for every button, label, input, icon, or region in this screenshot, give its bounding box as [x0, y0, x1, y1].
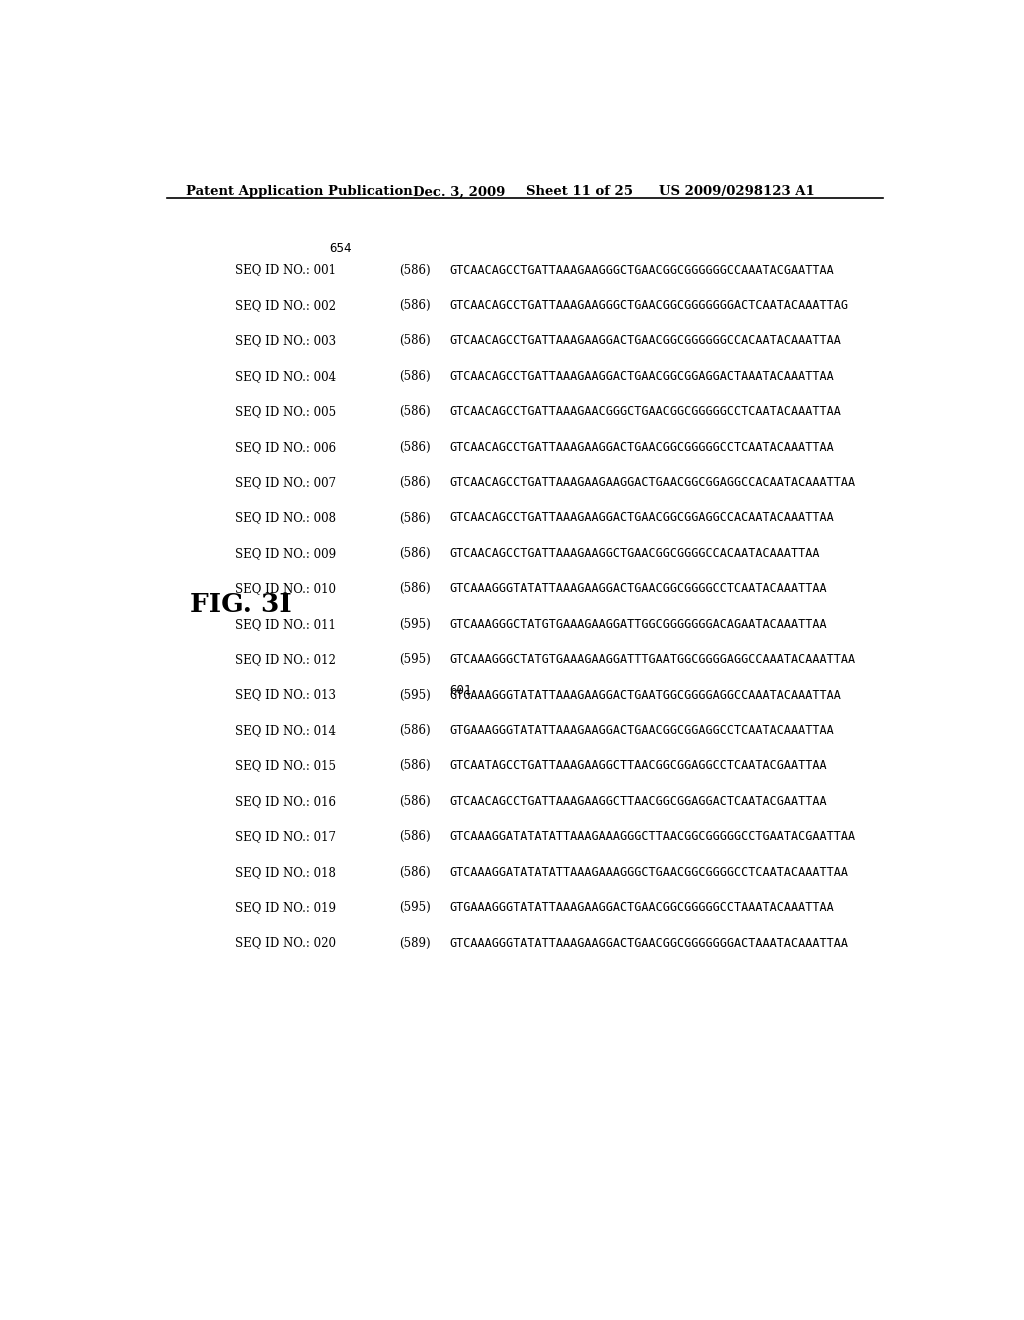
- Text: (595): (595): [399, 689, 431, 702]
- Text: US 2009/0298123 A1: US 2009/0298123 A1: [658, 185, 815, 198]
- Text: SEQ ID NO.: 011: SEQ ID NO.: 011: [234, 618, 336, 631]
- Text: GTCAACAGCCTGATTAAAGAAGGACTGAACGGCGGAGGACTAAATACAAATTAA: GTCAACAGCCTGATTAAAGAAGGACTGAACGGCGGAGGAC…: [450, 370, 835, 383]
- Text: (586): (586): [399, 546, 431, 560]
- Text: (595): (595): [399, 653, 431, 667]
- Text: GTCAACAGCCTGATTAAAGAAGAAGGACTGAACGGCGGAGGCCACAATACAAATTAA: GTCAACAGCCTGATTAAAGAAGAAGGACTGAACGGCGGAG…: [450, 477, 856, 490]
- Text: (586): (586): [399, 723, 431, 737]
- Text: Dec. 3, 2009: Dec. 3, 2009: [414, 185, 506, 198]
- Text: GTCAACAGCCTGATTAAAGAAGGCTTAACGGCGGAGGACTCAATACGAATTAA: GTCAACAGCCTGATTAAAGAAGGCTTAACGGCGGAGGACT…: [450, 795, 827, 808]
- Text: SEQ ID NO.: 012: SEQ ID NO.: 012: [234, 653, 336, 667]
- Text: SEQ ID NO.: 009: SEQ ID NO.: 009: [234, 546, 336, 560]
- Text: GTCAACAGCCTGATTAAAGAAGGCTGAACGGCGGGGCCACAATACAAATTAA: GTCAACAGCCTGATTAAAGAAGGCTGAACGGCGGGGCCAC…: [450, 546, 820, 560]
- Text: GTCAACAGCCTGATTAAAGAAGGACTGAACGGCGGAGGCCACAATACAAATTAA: GTCAACAGCCTGATTAAAGAAGGACTGAACGGCGGAGGCC…: [450, 511, 835, 524]
- Text: SEQ ID NO.: 008: SEQ ID NO.: 008: [234, 511, 336, 524]
- Text: (589): (589): [399, 936, 431, 949]
- Text: (586): (586): [399, 759, 431, 772]
- Text: SEQ ID NO.: 020: SEQ ID NO.: 020: [234, 936, 336, 949]
- Text: GTCAAAGGATATATATTAAAGAAAGGGCTTAACGGCGGGGGCCTGAATACGAATTAA: GTCAAAGGATATATATTAAAGAAAGGGCTTAACGGCGGGG…: [450, 830, 856, 843]
- Text: (586): (586): [399, 477, 431, 490]
- Text: Sheet 11 of 25: Sheet 11 of 25: [525, 185, 633, 198]
- Text: SEQ ID NO.: 002: SEQ ID NO.: 002: [234, 298, 336, 312]
- Text: (595): (595): [399, 902, 431, 915]
- Text: SEQ ID NO.: 006: SEQ ID NO.: 006: [234, 441, 336, 454]
- Text: GTCAAAGGGTATATTAAAGAAGGACTGAACGGCGGGGCCTCAATACAAATTAA: GTCAAAGGGTATATTAAAGAAGGACTGAACGGCGGGGCCT…: [450, 582, 827, 595]
- Text: SEQ ID NO.: 015: SEQ ID NO.: 015: [234, 759, 336, 772]
- Text: (586): (586): [399, 511, 431, 524]
- Text: (586): (586): [399, 582, 431, 595]
- Text: GTCAAAGGATATATATTAAAGAAAGGGCTGAACGGCGGGGCCTCAATACAAATTAA: GTCAAAGGATATATATTAAAGAAAGGGCTGAACGGCGGGG…: [450, 866, 849, 879]
- Text: (586): (586): [399, 370, 431, 383]
- Text: (586): (586): [399, 264, 431, 277]
- Text: SEQ ID NO.: 001: SEQ ID NO.: 001: [234, 264, 336, 277]
- Text: (586): (586): [399, 866, 431, 879]
- Text: SEQ ID NO.: 004: SEQ ID NO.: 004: [234, 370, 336, 383]
- Text: GTCAACAGCCTGATTAAAGAAGGGCTGAACGGCGGGGGGCCAAATACGAATTAA: GTCAACAGCCTGATTAAAGAAGGGCTGAACGGCGGGGGGC…: [450, 264, 835, 277]
- Text: GTGAAAGGGTATATTAAAGAAGGACTGAACGGCGGGGGCCTAAATACAAATTAA: GTGAAAGGGTATATTAAAGAAGGACTGAACGGCGGGGGCC…: [450, 902, 835, 915]
- Text: SEQ ID NO.: 010: SEQ ID NO.: 010: [234, 582, 336, 595]
- Text: GTCAACAGCCTGATTAAAGAAGGGCTGAACGGCGGGGGGGACTCAATACAAATTAG: GTCAACAGCCTGATTAAAGAAGGGCTGAACGGCGGGGGGG…: [450, 298, 849, 312]
- Text: 654: 654: [330, 242, 352, 255]
- Text: GTCAACAGCCTGATTAAAGAAGGACTGAACGGCGGGGGCCTCAATACAAATTAA: GTCAACAGCCTGATTAAAGAAGGACTGAACGGCGGGGGCC…: [450, 441, 835, 454]
- Text: Patent Application Publication: Patent Application Publication: [186, 185, 413, 198]
- Text: (586): (586): [399, 298, 431, 312]
- Text: GTCAATAGCCTGATTAAAGAAGGCTTAACGGCGGAGGCCTCAATACGAATTAA: GTCAATAGCCTGATTAAAGAAGGCTTAACGGCGGAGGCCT…: [450, 759, 827, 772]
- Text: GTCAAAGGGTATATTAAAGAAGGACTGAACGGCGGGGGGGACTAAATACAAATTAA: GTCAAAGGGTATATTAAAGAAGGACTGAACGGCGGGGGGG…: [450, 936, 849, 949]
- Text: SEQ ID NO.: 019: SEQ ID NO.: 019: [234, 902, 336, 915]
- Text: SEQ ID NO.: 013: SEQ ID NO.: 013: [234, 689, 336, 702]
- Text: SEQ ID NO.: 018: SEQ ID NO.: 018: [234, 866, 336, 879]
- Text: GTCAAAGGGCTATGTGAAAGAAGGATTGGCGGGGGGGACAGAATACAAATTAA: GTCAAAGGGCTATGTGAAAGAAGGATTGGCGGGGGGGACA…: [450, 618, 827, 631]
- Text: SEQ ID NO.: 016: SEQ ID NO.: 016: [234, 795, 336, 808]
- Text: (586): (586): [399, 334, 431, 347]
- Text: SEQ ID NO.: 005: SEQ ID NO.: 005: [234, 405, 336, 418]
- Text: (595): (595): [399, 618, 431, 631]
- Text: GTGAAAGGGTATATTAAAGAAGGACTGAACGGCGGAGGCCTCAATACAAATTAA: GTGAAAGGGTATATTAAAGAAGGACTGAACGGCGGAGGCC…: [450, 723, 835, 737]
- Text: (586): (586): [399, 405, 431, 418]
- Text: SEQ ID NO.: 003: SEQ ID NO.: 003: [234, 334, 336, 347]
- Text: (586): (586): [399, 830, 431, 843]
- Text: GTCAAAGGGCTATGTGAAAGAAGGATTTGAATGGCGGGGAGGCCAAATACAAATTAA: GTCAAAGGGCTATGTGAAAGAAGGATTTGAATGGCGGGGA…: [450, 653, 856, 667]
- Text: GTCAACAGCCTGATTAAAGAACGGGCTGAACGGCGGGGGCCTCAATACAAATTAA: GTCAACAGCCTGATTAAAGAACGGGCTGAACGGCGGGGGC…: [450, 405, 842, 418]
- Text: (586): (586): [399, 441, 431, 454]
- Text: GTCAACAGCCTGATTAAAGAAGGACTGAACGGCGGGGGGCCACAATACAAATTAA: GTCAACAGCCTGATTAAAGAAGGACTGAACGGCGGGGGGC…: [450, 334, 842, 347]
- Text: SEQ ID NO.: 014: SEQ ID NO.: 014: [234, 723, 336, 737]
- Text: GTGAAAGGGTATATTAAAGAAGGACTGAATGGCGGGGAGGCCAAATACAAATTAA: GTGAAAGGGTATATTAAAGAAGGACTGAATGGCGGGGAGG…: [450, 689, 842, 702]
- Text: SEQ ID NO.: 017: SEQ ID NO.: 017: [234, 830, 336, 843]
- Text: (586): (586): [399, 795, 431, 808]
- Text: SEQ ID NO.: 007: SEQ ID NO.: 007: [234, 477, 336, 490]
- Text: FIG. 3I: FIG. 3I: [189, 593, 291, 618]
- Text: 601: 601: [450, 684, 472, 697]
